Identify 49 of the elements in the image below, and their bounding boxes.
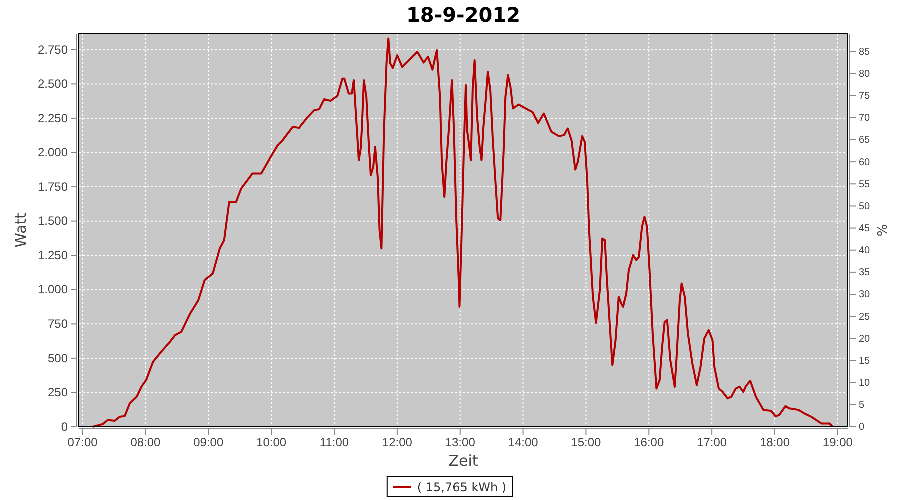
x-tick-label: 08:00 xyxy=(130,436,162,450)
y-tick-label: 2.750 xyxy=(38,42,68,57)
y-tick-label: 2.250 xyxy=(38,111,68,126)
y2-tick-label: 70 xyxy=(859,113,871,124)
y-tick-label: 2.500 xyxy=(38,77,68,92)
y2-tick-label: 25 xyxy=(859,312,871,323)
legend-label: ( 15,765 kWh ) xyxy=(417,480,507,494)
y2-tick-label: 45 xyxy=(859,223,871,234)
y2-tick-label: 75 xyxy=(859,91,871,102)
chart-title: 18-9-2012 xyxy=(406,3,521,27)
x-tick-label: 09:00 xyxy=(194,436,224,450)
y-tick-label: 1.500 xyxy=(38,214,68,228)
y2-tick-label: 0 xyxy=(859,422,865,434)
y2-tick-label: 65 xyxy=(859,135,871,146)
y-tick-label: 1.250 xyxy=(38,248,68,262)
x-tick-label: 11:00 xyxy=(320,436,350,450)
x-tick-label: 16:00 xyxy=(634,436,664,450)
y2-tick-label: 85 xyxy=(859,46,871,58)
x-tick-label: 19:00 xyxy=(822,436,854,450)
y-tick-label: 2.000 xyxy=(38,146,68,160)
x-axis-title: Zeit xyxy=(448,452,478,470)
x-tick-label: 17:00 xyxy=(697,436,728,450)
y2-tick-label: 55 xyxy=(859,179,871,190)
y2-tick-label: 10 xyxy=(859,378,871,390)
y2-tick-label: 80 xyxy=(859,68,871,80)
y-tick-label: 1.750 xyxy=(38,180,68,194)
y2-tick-label: 50 xyxy=(859,201,871,212)
y-tick-label: 750 xyxy=(48,316,68,331)
y2-tick-label: 5 xyxy=(859,400,865,412)
y-tick-label: 0 xyxy=(61,420,68,434)
y2-tick-label: 30 xyxy=(859,290,871,301)
x-tick-label: 14:00 xyxy=(508,436,539,450)
y-tick-label: 1.000 xyxy=(38,282,68,297)
y2-tick-label: 15 xyxy=(859,356,871,367)
y-axis-title: Watt xyxy=(12,212,30,248)
y2-tick-label: 40 xyxy=(859,246,871,257)
x-tick-label: 13:00 xyxy=(445,436,476,450)
x-tick-label: 15:00 xyxy=(571,436,602,450)
line-series xyxy=(92,38,834,428)
y-tick-label: 500 xyxy=(48,351,68,366)
x-tick-label: 07:00 xyxy=(68,436,98,450)
x-tick-label: 12:00 xyxy=(382,436,413,450)
y2-tick-label: 20 xyxy=(859,334,871,345)
y2-axis-title: % xyxy=(876,224,891,237)
y2-tick-label: 60 xyxy=(859,157,871,168)
x-tick-label: 10:00 xyxy=(256,436,287,450)
y2-tick-label: 35 xyxy=(859,268,871,279)
y-tick-label: 250 xyxy=(48,386,68,400)
x-tick-label: 18:00 xyxy=(760,436,790,450)
